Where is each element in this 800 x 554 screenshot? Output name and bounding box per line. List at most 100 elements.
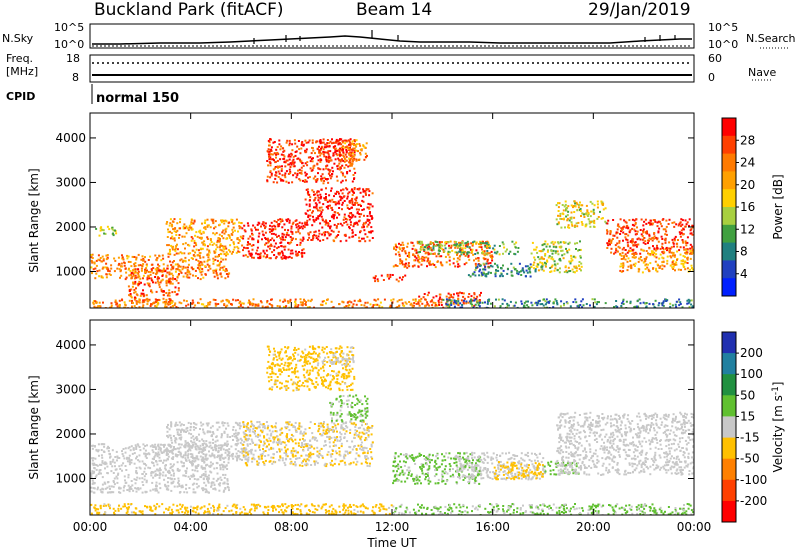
ytick-label: 2000: [55, 427, 86, 441]
colorbar-swatch: [722, 353, 736, 375]
colorbar-swatch: [722, 479, 736, 502]
scatter-region-19: [619, 249, 694, 274]
nsearch-label: N.Search: [746, 32, 796, 45]
nsearch-tick-top: 10^5: [708, 21, 739, 34]
colorbar-tick-label: 100: [740, 367, 763, 381]
scatter-region-3: [266, 345, 356, 392]
cpid-value: normal 150: [96, 91, 180, 106]
colorbar-tick-label: -15: [740, 431, 760, 445]
xtick-label: 00:00: [73, 520, 108, 534]
scatter-region-13: [530, 240, 583, 274]
colorbar-swatch: [722, 260, 736, 279]
colorbar-swatch: [722, 171, 736, 190]
ytick-label: 1000: [55, 471, 86, 485]
scatter-region-11: [90, 503, 393, 515]
scatter-region-7: [316, 138, 356, 162]
colorbar-swatch: [722, 189, 736, 208]
colorbar-label: Power [dB]: [771, 174, 785, 239]
power-panel: 1000 2000 3000 4000 Slant Range [km]: [27, 112, 695, 309]
nsky-line: [92, 35, 692, 45]
scatter-region-2: [242, 420, 374, 468]
ytick-label: 3000: [55, 175, 86, 189]
scatter-region-3: [165, 218, 243, 256]
colorbar-tick-label: -100: [740, 473, 767, 487]
colorbar-frame: [721, 331, 737, 523]
colorbar-swatch: [722, 153, 736, 172]
colorbar-tick-label: 50: [740, 388, 755, 402]
scatter-region-1: [90, 253, 231, 281]
colorbar-swatch: [722, 118, 736, 137]
beam-title: Beam 14: [356, 0, 433, 20]
scatter-region-8: [493, 461, 544, 481]
xlabel: Time UT: [366, 536, 417, 550]
scatter-region-10: [392, 503, 694, 515]
cpid-label: CPID: [6, 90, 36, 103]
panel-frame: [89, 112, 695, 309]
heatmap-cells: [90, 138, 694, 308]
colorbar-tick-label: 28: [740, 133, 755, 147]
freq-tick-top: 18: [66, 52, 80, 65]
colorbar-tick-label: -200: [740, 494, 767, 508]
colorbar-label: Velocity [m s-1]: [771, 382, 785, 473]
ylabel: Slant Range [km]: [27, 168, 41, 272]
colorbar-swatch: [722, 437, 736, 460]
scatter-region-5: [304, 187, 374, 243]
xtick-label: 12:00: [375, 520, 410, 534]
colorbar-swatch: [722, 332, 736, 354]
colorbar-tick-label: 24: [740, 156, 755, 170]
ytick-label: 4000: [55, 131, 86, 145]
scatter-region-1: [165, 421, 256, 463]
scatter-region-5: [329, 394, 369, 423]
scatter-region-0: [90, 442, 231, 494]
xtick-label: 08:00: [274, 520, 309, 534]
scatter-region-17: [555, 200, 608, 229]
colorbar-swatch: [722, 500, 736, 523]
colorbar-tick-label: 4: [740, 267, 748, 281]
ylabel: Slant Range [km]: [27, 375, 41, 479]
scatter-region-14: [417, 291, 482, 307]
xtick-label: 16:00: [475, 520, 510, 534]
scatter-region-4: [316, 353, 355, 367]
scatter-region-18: [606, 218, 694, 256]
freq-panel-frame: [89, 54, 695, 83]
heatmap-cells: [90, 345, 694, 515]
scatter-region-12: [467, 262, 544, 278]
colorbar-tick-label: -50: [740, 452, 760, 466]
colorbar-swatch: [722, 416, 736, 438]
scatter-region-8: [342, 139, 368, 162]
nave-tick-top: 60: [708, 52, 722, 65]
colorbar-tick-label: 200: [740, 346, 763, 360]
scatter-region-6: [392, 451, 482, 485]
scatter-region-7: [455, 451, 545, 481]
scatter-region-11: [417, 240, 520, 256]
nsky-label: N.Sky: [2, 32, 34, 45]
colorbar-swatch: [722, 395, 736, 417]
colorbar-swatch: [722, 224, 736, 244]
nave-label: Nave: [748, 66, 777, 79]
freq-label-line1: Freq.: [6, 52, 34, 65]
scatter-region-9: [372, 273, 407, 283]
ytick-label: 4000: [55, 338, 86, 352]
nsky-spikes: [253, 30, 676, 44]
colorbar-swatch: [722, 135, 736, 155]
scatter-region-12: [555, 411, 694, 476]
nsky-tick-bottom: 10^0: [54, 38, 85, 51]
station-title: Buckland Park (fitACF): [94, 0, 284, 20]
scatter-region-4: [241, 218, 306, 260]
colorbar-tick-label: 16: [740, 200, 755, 214]
nsearch-tick-bottom: 10^0: [708, 38, 739, 51]
xtick-label: 20:00: [576, 520, 611, 534]
nsky-panel-frame: [89, 23, 695, 49]
colorbar-tick-label: 8: [740, 245, 748, 259]
freq-tick-bottom: 8: [72, 71, 79, 84]
colorbar-swatch: [722, 207, 736, 226]
ytick-label: 1000: [55, 264, 86, 278]
velocity-panel: 1000 2000 3000 4000 Slant Range [km]: [27, 319, 695, 516]
colorbar-tick-label: 12: [740, 222, 755, 236]
scatter-region-0: [95, 225, 118, 237]
colorbar-tick-label: 15: [740, 409, 755, 423]
scatter-region-6: [266, 138, 357, 185]
colorbar-swatch: [722, 278, 736, 297]
colorbar-swatch: [722, 458, 736, 481]
